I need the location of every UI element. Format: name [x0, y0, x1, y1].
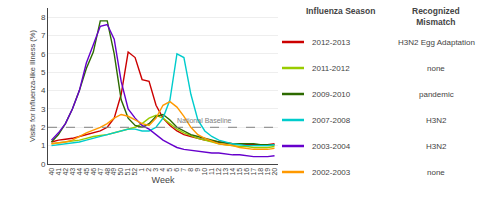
- svg-text:8: 8: [41, 13, 46, 22]
- svg-text:42: 42: [62, 168, 69, 176]
- svg-text:H3N2: H3N2: [426, 116, 447, 125]
- svg-text:45: 45: [83, 168, 90, 176]
- svg-text:43: 43: [69, 168, 76, 176]
- svg-text:17: 17: [250, 168, 257, 176]
- svg-text:14: 14: [229, 168, 236, 176]
- svg-text:7: 7: [180, 168, 187, 172]
- svg-text:20: 20: [271, 168, 278, 176]
- svg-text:1: 1: [41, 141, 46, 150]
- svg-text:44: 44: [76, 168, 83, 176]
- svg-text:48: 48: [104, 168, 111, 176]
- svg-text:H3N2 Egg Adaptation: H3N2 Egg Adaptation: [398, 38, 475, 47]
- svg-text:National Baseline: National Baseline: [177, 117, 232, 124]
- svg-text:2007-2008: 2007-2008: [312, 116, 351, 125]
- svg-text:H3N2: H3N2: [426, 142, 447, 151]
- svg-text:7: 7: [41, 31, 46, 40]
- svg-text:8: 8: [187, 168, 194, 172]
- svg-text:47: 47: [97, 168, 104, 176]
- svg-text:10: 10: [201, 168, 208, 176]
- svg-text:13: 13: [222, 168, 229, 176]
- svg-text:46: 46: [90, 168, 97, 176]
- svg-text:6: 6: [41, 50, 46, 59]
- svg-text:Visits for Influenza-like Illn: Visits for Influenza-like Illness (%): [28, 30, 37, 142]
- svg-text:16: 16: [243, 168, 250, 176]
- svg-text:2: 2: [41, 123, 46, 132]
- svg-text:50: 50: [117, 168, 124, 176]
- svg-text:18: 18: [257, 168, 264, 176]
- svg-text:0: 0: [41, 160, 46, 169]
- svg-text:3: 3: [152, 168, 159, 172]
- svg-text:41: 41: [55, 168, 62, 176]
- svg-text:15: 15: [236, 168, 243, 176]
- svg-text:Influenza Season: Influenza Season: [306, 6, 375, 16]
- svg-text:2: 2: [145, 168, 152, 172]
- svg-text:5: 5: [41, 68, 46, 77]
- svg-text:5: 5: [166, 168, 173, 172]
- svg-text:3: 3: [41, 105, 46, 114]
- svg-text:2009-2010: 2009-2010: [312, 90, 351, 99]
- svg-text:none: none: [427, 168, 445, 177]
- svg-text:6: 6: [173, 168, 180, 172]
- svg-text:pandemic: pandemic: [419, 90, 454, 99]
- svg-text:Week: Week: [152, 175, 175, 185]
- svg-text:9: 9: [194, 168, 201, 172]
- svg-text:RecognizedMismatch: RecognizedMismatch: [412, 6, 460, 27]
- svg-text:12: 12: [215, 168, 222, 176]
- svg-text:2002-2003: 2002-2003: [312, 168, 351, 177]
- svg-text:49: 49: [110, 168, 117, 176]
- svg-text:2012-2013: 2012-2013: [312, 38, 351, 47]
- svg-text:4: 4: [159, 168, 166, 172]
- svg-text:40: 40: [48, 168, 55, 176]
- svg-text:none: none: [427, 64, 445, 73]
- svg-text:2011-2012: 2011-2012: [312, 64, 350, 73]
- svg-text:52: 52: [131, 168, 138, 176]
- svg-text:1: 1: [138, 168, 145, 172]
- svg-text:4: 4: [41, 86, 46, 95]
- svg-text:2003-2004: 2003-2004: [312, 142, 351, 151]
- svg-text:11: 11: [208, 168, 215, 175]
- svg-text:51: 51: [124, 168, 131, 176]
- svg-text:19: 19: [264, 168, 271, 176]
